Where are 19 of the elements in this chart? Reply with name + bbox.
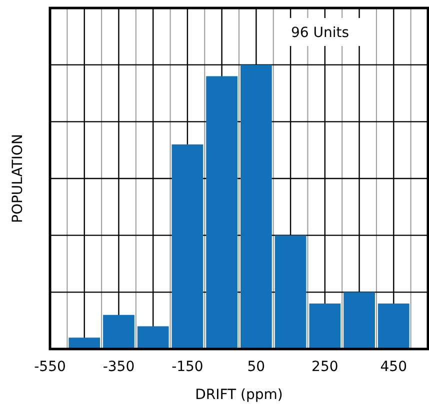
bar [274,235,306,349]
y-axis-title: POPULATION [10,134,26,223]
bar [206,76,238,349]
bar [344,292,375,349]
bar [103,314,134,349]
x-tick-label: -150 [172,359,204,375]
bar [172,144,204,349]
x-tick-label: -550 [34,359,66,375]
text: 96 Units [290,25,350,41]
bar [309,304,341,349]
bar [137,326,169,349]
x-tick-label: 50 [247,359,266,375]
bar [378,304,410,349]
x-axis-title: DRIFT (ppm) [195,387,283,403]
bar [240,64,272,349]
bar [68,338,100,349]
x-tick-label: 250 [312,359,338,375]
x-tick-label: -350 [102,359,135,375]
x-tick-label: 450 [380,359,408,375]
